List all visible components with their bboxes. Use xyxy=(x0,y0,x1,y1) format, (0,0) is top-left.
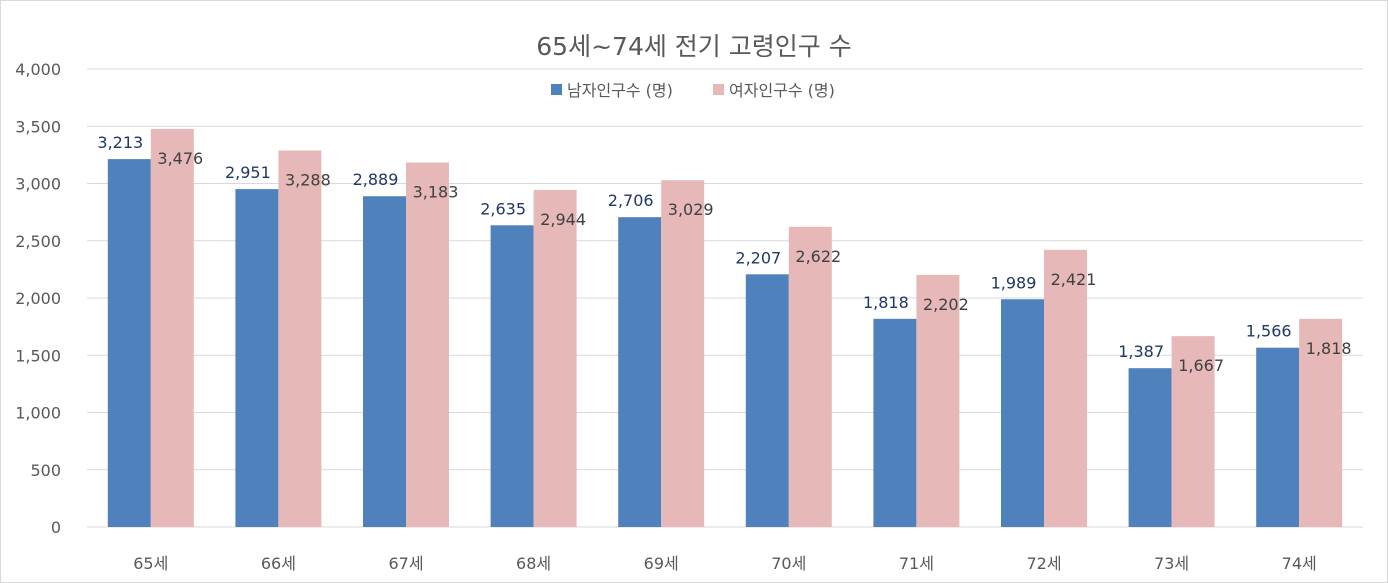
legend-swatch-male xyxy=(551,84,562,95)
bar-female xyxy=(1044,249,1087,527)
bar-female xyxy=(788,226,832,527)
x-tick-label: 68세 xyxy=(516,554,551,573)
y-tick-label: 1,000 xyxy=(15,404,61,423)
data-label-male: 1,387 xyxy=(1118,342,1164,361)
bars xyxy=(107,128,1343,528)
data-label-male: 1,989 xyxy=(991,273,1037,292)
data-label-male: 2,635 xyxy=(480,199,526,218)
data-label-male: 2,207 xyxy=(735,248,781,267)
legend-label-female: 여자인구수 (명) xyxy=(729,81,835,100)
data-label-female: 3,476 xyxy=(157,149,203,168)
data-label-male: 2,706 xyxy=(608,191,654,210)
bar-male xyxy=(235,189,279,527)
y-tick-label: 500 xyxy=(30,461,61,480)
y-tick-label: 3,500 xyxy=(15,117,61,136)
data-label-female: 1,667 xyxy=(1178,356,1224,375)
bar-male xyxy=(107,159,151,527)
data-label-male: 1,818 xyxy=(863,293,909,312)
bar-female xyxy=(278,150,322,528)
bar-male xyxy=(1001,299,1044,527)
bar-female xyxy=(1299,318,1343,527)
bar-female xyxy=(406,162,449,527)
y-tick-label: 2,500 xyxy=(15,232,61,251)
bar-male xyxy=(618,217,662,527)
bar-male xyxy=(873,318,917,527)
x-tick-label: 74세 xyxy=(1282,554,1317,573)
y-axis: 0 500 1,000 1,500 2,000 2,500 3,000 3,500 4,000 xyxy=(15,60,61,537)
x-tick-label: 67세 xyxy=(388,554,423,573)
bar-male xyxy=(1256,347,1300,527)
bar-female xyxy=(916,274,960,527)
bar-male xyxy=(745,274,789,527)
legend-swatch-female xyxy=(713,84,724,95)
x-tick-label: 73세 xyxy=(1154,554,1189,573)
bar-female xyxy=(533,189,577,528)
bar-male xyxy=(363,196,406,527)
data-label-female: 2,944 xyxy=(540,210,586,229)
data-label-female: 2,421 xyxy=(1051,270,1097,289)
x-tick-label: 71세 xyxy=(899,554,934,573)
x-tick-label: 66세 xyxy=(261,554,296,573)
y-tick-label: 2,000 xyxy=(15,289,61,308)
bar-male xyxy=(1128,368,1172,527)
y-tick-label: 0 xyxy=(51,518,61,537)
data-label-female: 2,202 xyxy=(923,295,969,314)
bar-male xyxy=(490,225,534,528)
data-label-female: 3,288 xyxy=(285,171,331,190)
data-label-female: 3,029 xyxy=(668,200,714,219)
y-tick-label: 4,000 xyxy=(15,60,61,79)
data-label-female: 1,818 xyxy=(1306,339,1352,358)
data-label-female: 2,622 xyxy=(795,247,841,266)
x-tick-label: 72세 xyxy=(1026,554,1061,573)
data-label-male: 3,213 xyxy=(97,133,143,152)
y-tick-label: 1,500 xyxy=(15,346,61,365)
y-tick-label: 3,000 xyxy=(15,175,61,194)
data-labels: 3,213 3,476 2,951 3,288 2,889 3,183 2,635 2,944… xyxy=(97,133,1351,375)
chart-title: 65세~74세 전기 고령인구 수 xyxy=(536,32,851,61)
bar-female xyxy=(150,128,194,528)
legend: 남자인구수 (명) 여자인구수 (명) xyxy=(551,81,835,100)
data-label-male: 2,951 xyxy=(225,163,271,182)
x-tick-label: 69세 xyxy=(644,554,679,573)
x-tick-label: 65세 xyxy=(133,554,168,573)
data-label-male: 1,566 xyxy=(1246,322,1292,341)
bar-female xyxy=(661,180,705,527)
x-axis: 65세 66세 67세 68세 69세 70세 71세 72세 73세 74세 xyxy=(133,554,1316,573)
bar-female xyxy=(1171,336,1215,527)
x-tick-label: 70세 xyxy=(771,554,806,573)
data-label-male: 2,889 xyxy=(353,170,399,189)
data-label-female: 3,183 xyxy=(413,183,459,202)
legend-label-male: 남자인구수 (명) xyxy=(567,81,673,100)
